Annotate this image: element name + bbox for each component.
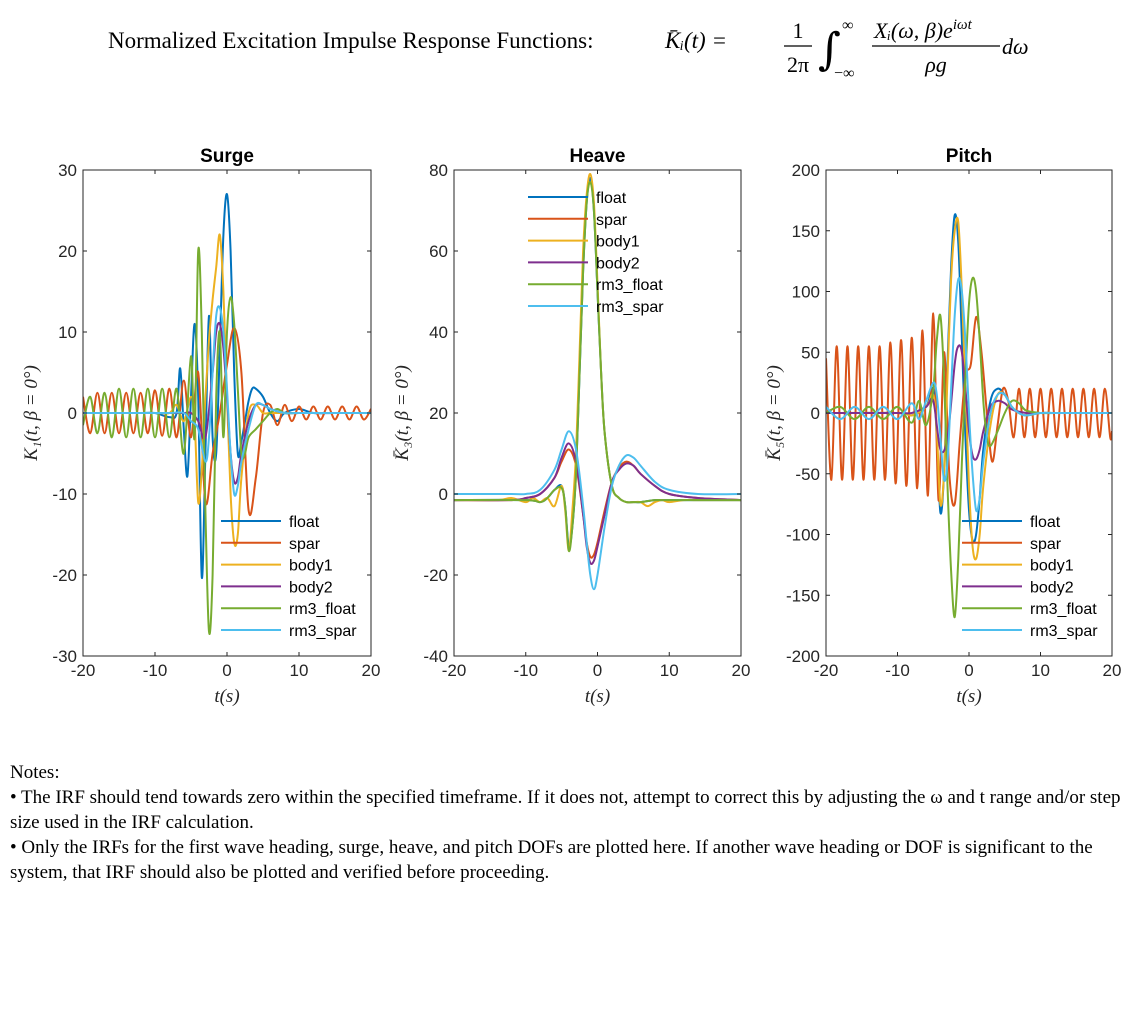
heave-ytick-label: 40 xyxy=(429,323,448,342)
heave-ytick-label: -20 xyxy=(423,566,448,585)
surge-x-axis-label: t(s) xyxy=(214,686,239,707)
pitch-ytick-label: 200 xyxy=(792,161,820,180)
heave-chart-title: Heave xyxy=(570,146,626,167)
title-lhs: K̄ᵢ(t) = xyxy=(664,28,727,53)
heave-xtick-label: 10 xyxy=(660,661,679,680)
pitch-y-axis-label: K̄₅(t, β = 0°) xyxy=(764,365,785,462)
pitch-legend-label-float: float xyxy=(1030,514,1061,531)
pitch-ytick-label: 0 xyxy=(811,404,820,423)
pitch-legend-label-rm3-spar: rm3_spar xyxy=(1030,623,1098,640)
surge-chart-title: Surge xyxy=(200,146,254,167)
chart-pitch: -20 -10 0 10 20-200-150-100-50050100150200Pi… xyxy=(764,146,1121,707)
charts-container: -20 -10 0 10 20-30-20-100102030Surget(s)K₁(t… xyxy=(0,130,1141,720)
notes-section: Notes: • The IRF should tend towards zer… xyxy=(10,760,1130,885)
title-frac-den: 2π xyxy=(787,52,809,77)
surge-xtick-label: 20 xyxy=(362,661,381,680)
integral-lower: −∞ xyxy=(834,65,854,78)
title-prefix: Normalized Excitation Impulse Response F… xyxy=(108,28,593,53)
pitch-ytick-label: -200 xyxy=(786,647,820,666)
heave-ytick-label: 20 xyxy=(429,404,448,423)
integral-upper: ∞ xyxy=(842,17,853,34)
surge-ytick-label: 10 xyxy=(58,323,77,342)
heave-ytick-label: 60 xyxy=(429,242,448,261)
pitch-xtick-label: 20 xyxy=(1103,661,1122,680)
notes-bullet-2: • Only the IRFs for the first wave headi… xyxy=(10,835,1130,885)
surge-ytick-label: -30 xyxy=(52,647,77,666)
heave-x-axis-label: t(s) xyxy=(585,686,610,707)
pitch-ytick-label: 100 xyxy=(792,283,820,302)
heave-ytick-label: -40 xyxy=(423,647,448,666)
surge-xtick-label: 0 xyxy=(222,661,231,680)
heave-legend-label-rm3-spar: rm3_spar xyxy=(596,299,664,316)
surge-xtick-label: -10 xyxy=(143,661,168,680)
figure-title: Normalized Excitation Impulse Response F… xyxy=(0,8,1141,78)
notes-heading: Notes: xyxy=(10,760,1130,785)
heave-y-axis-label: K̄₃(t, β = 0°) xyxy=(392,365,413,462)
notes-bullet-1: • The IRF should tend towards zero withi… xyxy=(10,785,1130,835)
pitch-ytick-label: 150 xyxy=(792,222,820,241)
chart-heave: -20 -10 0 10 20-40-20020406080Heavet(s)K̄₃(t… xyxy=(392,146,750,707)
surge-legend-label-float: float xyxy=(289,514,320,531)
surge-legend-label-rm3-spar: rm3_spar xyxy=(289,623,357,640)
pitch-ytick-label: 50 xyxy=(801,343,820,362)
pitch-xtick-label: 0 xyxy=(964,661,973,680)
heave-legend-label-spar: spar xyxy=(596,212,628,229)
pitch-xtick-label: -10 xyxy=(885,661,910,680)
pitch-legend-label-body1: body1 xyxy=(1030,558,1074,575)
integrand-den: ρg xyxy=(924,52,947,77)
surge-legend-label-body2: body2 xyxy=(289,579,333,596)
pitch-xtick-label: 10 xyxy=(1031,661,1050,680)
heave-xtick-label: 0 xyxy=(593,661,602,680)
surge-ytick-label: -10 xyxy=(52,485,77,504)
heave-legend-label-rm3-float: rm3_float xyxy=(596,277,663,294)
heave-ytick-label: 0 xyxy=(439,485,448,504)
surge-xtick-label: 10 xyxy=(290,661,309,680)
surge-legend-label-body1: body1 xyxy=(289,558,333,575)
surge-y-axis-label: K₁(t, β = 0°) xyxy=(21,365,42,462)
heave-legend-label-body2: body2 xyxy=(596,255,640,272)
surge-ytick-label: 30 xyxy=(58,161,77,180)
heave-legend-label-float: float xyxy=(596,190,627,207)
pitch-chart-title: Pitch xyxy=(946,146,992,167)
surge-ytick-label: 20 xyxy=(58,242,77,261)
surge-legend-label-spar: spar xyxy=(289,536,321,553)
heave-ytick-label: 80 xyxy=(429,161,448,180)
pitch-ytick-label: -50 xyxy=(795,465,820,484)
integrand-num: Xᵢ(ω, β)eiωt xyxy=(873,17,973,43)
heave-xtick-label: 20 xyxy=(732,661,751,680)
heave-xtick-label: -10 xyxy=(513,661,538,680)
pitch-legend-label-spar: spar xyxy=(1030,536,1062,553)
title-dw: dω xyxy=(1002,34,1029,59)
pitch-ytick-label: -100 xyxy=(786,526,820,545)
chart-surge: -20 -10 0 10 20-30-20-100102030Surget(s)K₁(t… xyxy=(21,146,380,707)
surge-ytick-label: -20 xyxy=(52,566,77,585)
pitch-ytick-label: -150 xyxy=(786,586,820,605)
surge-ytick-label: 0 xyxy=(68,404,77,423)
heave-legend-label-body1: body1 xyxy=(596,234,640,251)
surge-legend-label-rm3-float: rm3_float xyxy=(289,601,356,618)
pitch-legend-label-rm3-float: rm3_float xyxy=(1030,601,1097,618)
pitch-legend-label-body2: body2 xyxy=(1030,579,1074,596)
title-frac-num: 1 xyxy=(793,18,804,43)
pitch-x-axis-label: t(s) xyxy=(956,686,981,707)
